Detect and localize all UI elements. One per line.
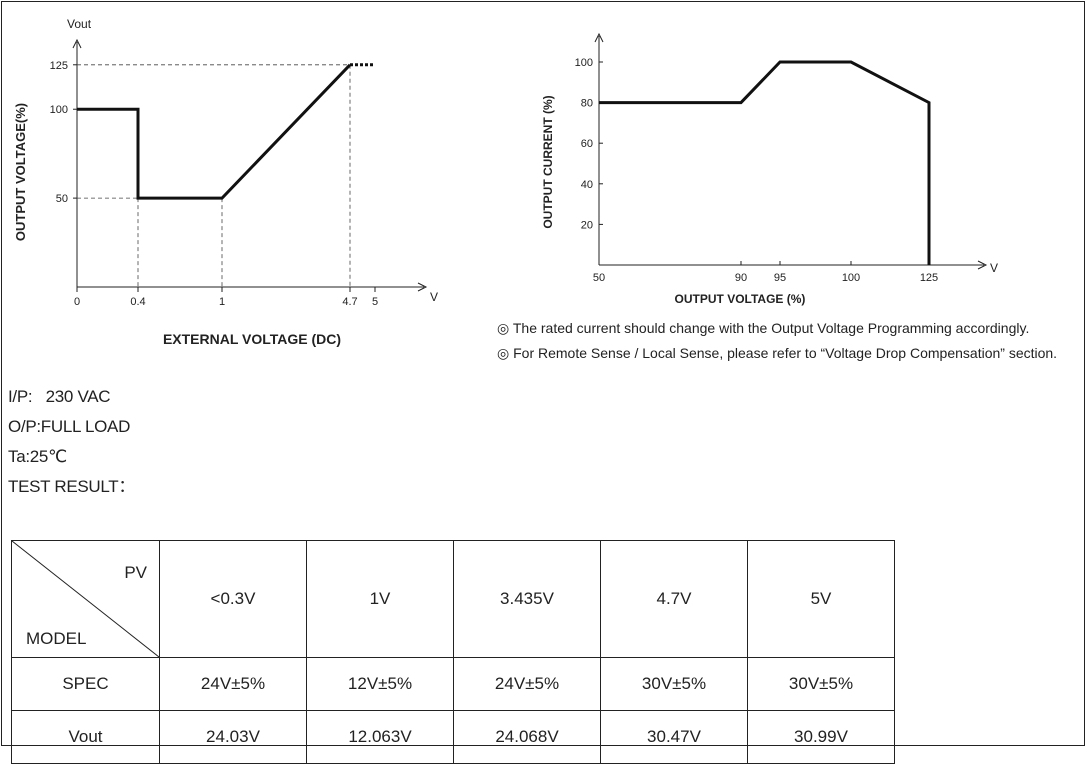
- x-tick-label: 90: [735, 272, 747, 284]
- column-header: <0.3V: [159, 540, 307, 658]
- y-axis-arrow: [72, 38, 82, 49]
- y-tick-label: 40: [581, 179, 593, 191]
- right-axes: 50 90 95 100 125 100 80 60 40 20: [575, 32, 988, 284]
- test-info: I/P: 230 VAC O/P:FULL LOAD Ta:25℃ TEST R…: [8, 382, 135, 502]
- row-label: SPEC: [11, 657, 160, 711]
- y-axis-label: OUTPUT VOLTAGE(%): [13, 103, 28, 241]
- y-axis-name: Vout: [67, 17, 92, 31]
- table-cell: 12V±5%: [306, 657, 454, 711]
- pv-label: PV: [124, 563, 147, 582]
- x-axis-label: EXTERNAL VOLTAGE (DC): [163, 331, 341, 347]
- test-result-table: PV MODEL <0.3V 1V 3.435V 4.7V 5V SPEC 24…: [11, 540, 895, 764]
- table-cell: 24V±5%: [453, 657, 601, 711]
- table-row-spec: SPEC 24V±5% 12V±5% 24V±5% 30V±5% 30V±5%: [11, 657, 895, 711]
- y-axis-arrow: [594, 32, 604, 43]
- note-rated-current: ◎ The rated current should change with t…: [497, 320, 1030, 336]
- table-header-row: PV MODEL <0.3V 1V 3.435V 4.7V 5V: [11, 540, 895, 658]
- external-voltage-chart: Vout OUTPUT VOLTAGE(%) EXTERNAL VOLTAGE …: [13, 17, 438, 347]
- column-header: 4.7V: [600, 540, 748, 658]
- x-tick-label: 50: [593, 272, 605, 284]
- diagonal-line: [12, 541, 159, 657]
- x-tick-label: 100: [842, 272, 860, 284]
- x-tick-label: 1: [219, 296, 225, 308]
- x-axis-unit: V: [430, 290, 438, 304]
- note-remote-sense: ◎ For Remote Sense / Local Sense, please…: [497, 345, 1058, 361]
- y-tick-label: 100: [575, 57, 593, 69]
- test-result-title: TEST RESULT：: [8, 477, 136, 496]
- x-axis-arrow: [977, 260, 988, 270]
- output-spec: O/P:FULL LOAD: [8, 417, 131, 436]
- series-line: [77, 63, 352, 200]
- left-marks: [77, 63, 375, 200]
- row-label: Vout: [11, 710, 160, 764]
- table-cell: 24.068V: [453, 710, 601, 764]
- output-current-chart: OUTPUT CURRENT (%) OUTPUT VOLTAGE (%) V …: [541, 32, 998, 306]
- table-cell: 30.99V: [747, 710, 895, 764]
- input-spec: I/P: 230 VAC: [8, 387, 111, 406]
- x-tick-label: 95: [774, 272, 786, 284]
- column-header: 1V: [306, 540, 454, 658]
- x-axis-unit: V: [990, 261, 998, 275]
- x-tick-label: 5: [372, 296, 378, 308]
- corner-cell: PV MODEL: [11, 540, 160, 658]
- y-tick-label: 60: [581, 138, 593, 150]
- model-label: MODEL: [26, 629, 87, 648]
- table-cell: 30V±5%: [600, 657, 748, 711]
- x-tick-label: 0: [74, 296, 80, 308]
- table-cell: 12.063V: [306, 710, 454, 764]
- table-cell: 24V±5%: [159, 657, 307, 711]
- x-axis-label: OUTPUT VOLTAGE (%): [675, 292, 806, 306]
- y-axis-label: OUTPUT CURRENT (%): [541, 95, 555, 228]
- table-row-vout: Vout 24.03V 12.063V 24.068V 30.47V 30.99…: [11, 710, 895, 764]
- x-axis-arrow: [417, 282, 428, 292]
- y-tick-label: 20: [581, 219, 593, 231]
- left-axes: 0 0.4 1 4.7 5 125 100 50: [50, 38, 428, 308]
- table-cell: 24.03V: [159, 710, 307, 764]
- column-header: 5V: [747, 540, 895, 658]
- y-tick-label: 50: [56, 193, 68, 205]
- y-tick-label: 100: [50, 104, 68, 116]
- right-marks: [599, 60, 931, 265]
- notes: ◎ The rated current should change with t…: [497, 316, 1057, 366]
- column-header: 3.435V: [453, 540, 601, 658]
- x-tick-label: 125: [920, 272, 938, 284]
- y-tick-label: 80: [581, 98, 593, 110]
- ambient-temp: Ta:25℃: [8, 447, 67, 466]
- series-line: [599, 60, 931, 265]
- table-cell: 30.47V: [600, 710, 748, 764]
- table-cell: 30V±5%: [747, 657, 895, 711]
- x-tick-label: 0.4: [130, 296, 145, 308]
- x-tick-label: 4.7: [342, 296, 357, 308]
- y-tick-label: 125: [50, 60, 68, 72]
